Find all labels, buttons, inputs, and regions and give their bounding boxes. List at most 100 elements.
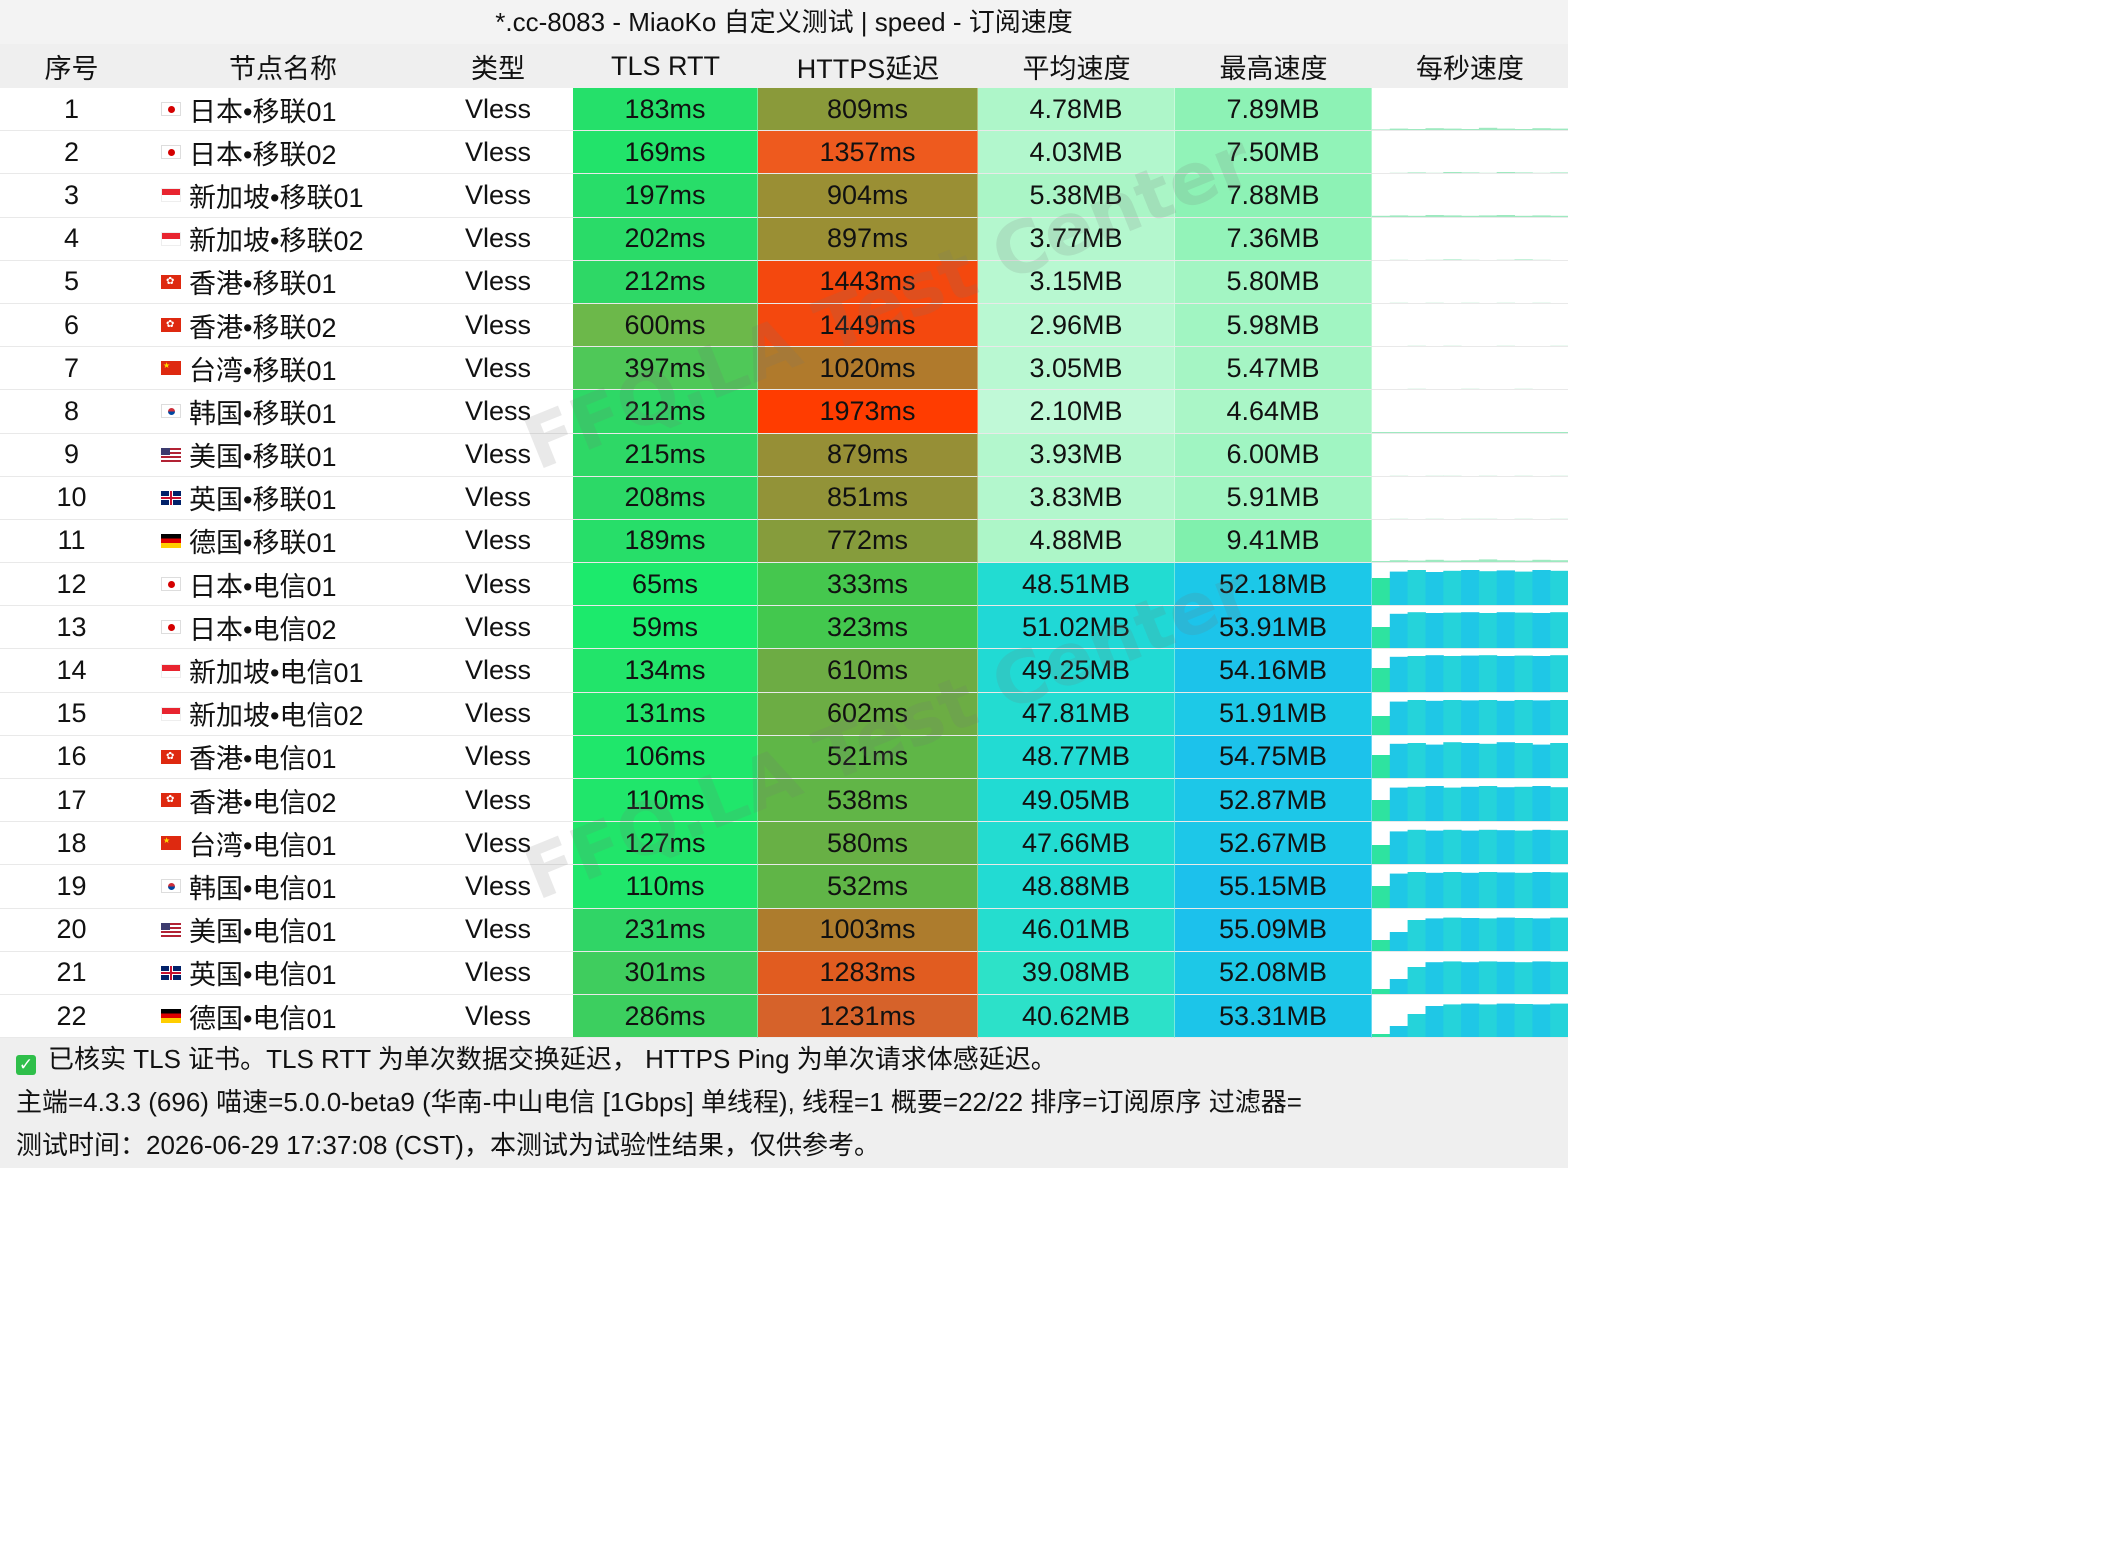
- speed-bar: [1496, 128, 1515, 131]
- row-node: 英国•电信01: [143, 952, 423, 995]
- speed-bar: [1389, 978, 1409, 994]
- speed-bar: [1443, 699, 1462, 735]
- speed-bar: [1461, 656, 1480, 692]
- row-avg-speed: 4.03MB: [978, 131, 1175, 175]
- speed-bar: [1496, 259, 1515, 260]
- speed-bar: [1389, 518, 1409, 519]
- speed-bar: [1496, 345, 1515, 347]
- row-https-latency: 610ms: [758, 649, 978, 693]
- speed-bar: [1532, 559, 1551, 563]
- speed-bar: [1514, 432, 1533, 433]
- speed-sparkline: [1372, 872, 1568, 908]
- speed-bar: [1389, 432, 1409, 433]
- speed-sparkline: [1372, 518, 1568, 519]
- col-index: 序号: [44, 53, 99, 84]
- speed-bar: [1478, 127, 1498, 131]
- row-type: Vless: [423, 995, 573, 1039]
- speed-bar: [1407, 829, 1426, 865]
- row-node-name: 日本•电信02: [189, 614, 337, 645]
- speed-bar: [1514, 388, 1533, 390]
- sg-flag-icon: [161, 663, 189, 678]
- speed-bar: [1496, 612, 1515, 649]
- row-node-name: 日本•电信01: [189, 571, 337, 602]
- speed-bar: [1372, 668, 1391, 692]
- row-type: Vless: [423, 174, 573, 218]
- table-row: 21 英国•电信01 Vless 301ms 1283ms 39.08MB 52.08MB: [0, 951, 1568, 995]
- row-per-second-chart: [1372, 822, 1568, 866]
- speed-bar: [1372, 475, 1391, 476]
- us-flag-icon: [161, 447, 189, 462]
- row-tls-rtt: 231ms: [573, 908, 758, 952]
- speed-sparkline: [1372, 559, 1568, 563]
- table-row: 11 德国•移联01 Vless 189ms 772ms 4.88MB 9.41MB: [0, 519, 1568, 564]
- speed-bar: [1389, 172, 1409, 174]
- row-avg-speed: 2.10MB: [978, 390, 1175, 434]
- speed-sparkline: [1372, 302, 1568, 303]
- speed-bar: [1461, 830, 1480, 865]
- row-per-second-chart: [1372, 261, 1568, 304]
- speed-bar: [1532, 872, 1551, 908]
- speed-sparkline: [1372, 127, 1568, 131]
- speed-bar: [1425, 917, 1444, 951]
- speed-bar: [1372, 627, 1391, 649]
- speed-bar: [1478, 743, 1498, 778]
- row-tls-rtt: 212ms: [573, 260, 758, 304]
- row-type: Vless: [423, 88, 573, 132]
- row-max-speed: 7.89MB: [1175, 88, 1372, 132]
- speed-bar: [1550, 655, 1568, 692]
- row-type: Vless: [423, 865, 573, 909]
- speed-bar: [1514, 786, 1533, 822]
- speed-bar: [1425, 786, 1444, 822]
- speed-bar: [1443, 742, 1462, 778]
- results-table: 序号 节点名称 类型 TLS RTT HTTPS延迟 平均速度 最高速度 每秒速…: [0, 44, 1568, 1039]
- speed-bar: [1532, 302, 1551, 303]
- row-max-speed: 54.75MB: [1175, 735, 1372, 779]
- row-max-speed: 52.67MB: [1175, 822, 1372, 866]
- speed-bar: [1478, 172, 1498, 174]
- speed-bar: [1372, 800, 1391, 822]
- speed-bar: [1496, 475, 1515, 476]
- speed-bar: [1532, 345, 1551, 347]
- row-https-latency: 1443ms: [758, 260, 978, 304]
- speed-bar: [1389, 215, 1409, 217]
- row-per-second-chart: [1372, 131, 1568, 175]
- speed-sparkline: [1372, 172, 1568, 174]
- speed-bar: [1461, 302, 1480, 303]
- speed-sparkline: [1372, 215, 1568, 217]
- table-row: 18 ★ 台湾•电信01 Vless 127ms 580ms 47.66MB 52.67MB: [0, 822, 1568, 866]
- row-max-speed: 52.08MB: [1175, 951, 1372, 995]
- footer-line-1: ✓ 已核实 TLS 证书。TLS RTT 为单次数据交换延迟， HTTPS Pin…: [0, 1038, 1568, 1081]
- speed-bar: [1461, 432, 1480, 433]
- speed-bar: [1496, 389, 1515, 390]
- speed-bar: [1389, 345, 1409, 347]
- row-index: 4: [0, 218, 143, 261]
- row-node: 日本•电信02: [143, 606, 423, 650]
- row-per-second-chart: [1372, 390, 1568, 434]
- row-index: 17: [0, 779, 143, 823]
- col-name: 节点名称: [229, 53, 337, 84]
- speed-bar: [1461, 700, 1480, 735]
- speed-bar: [1389, 787, 1409, 822]
- speed-bar: [1532, 1004, 1551, 1038]
- window-title: *.cc-8083 - MiaoKo 自定义测试 | speed - 订阅速度: [0, 0, 1568, 44]
- speed-bar: [1372, 578, 1391, 606]
- row-per-second-chart: [1372, 865, 1568, 909]
- row-https-latency: 323ms: [758, 606, 978, 650]
- row-type: Vless: [423, 909, 573, 952]
- row-node: 韩国•移联01: [143, 390, 423, 434]
- row-node-name: 台湾•电信01: [189, 830, 337, 861]
- speed-sparkline: [1372, 917, 1568, 951]
- row-https-latency: 1449ms: [758, 303, 978, 348]
- speed-bar: [1461, 1003, 1480, 1038]
- row-index: 18: [0, 822, 143, 866]
- speed-bar: [1478, 786, 1498, 822]
- speed-bar: [1532, 215, 1551, 217]
- row-avg-speed: 51.02MB: [978, 606, 1175, 650]
- de-flag-icon: [161, 533, 189, 548]
- speed-bar: [1372, 173, 1391, 174]
- speed-bar: [1407, 1013, 1426, 1038]
- row-max-speed: 9.41MB: [1175, 519, 1372, 564]
- speed-bar: [1514, 129, 1533, 131]
- speed-bar: [1407, 475, 1426, 476]
- row-node-name: 新加坡•移联02: [189, 226, 364, 257]
